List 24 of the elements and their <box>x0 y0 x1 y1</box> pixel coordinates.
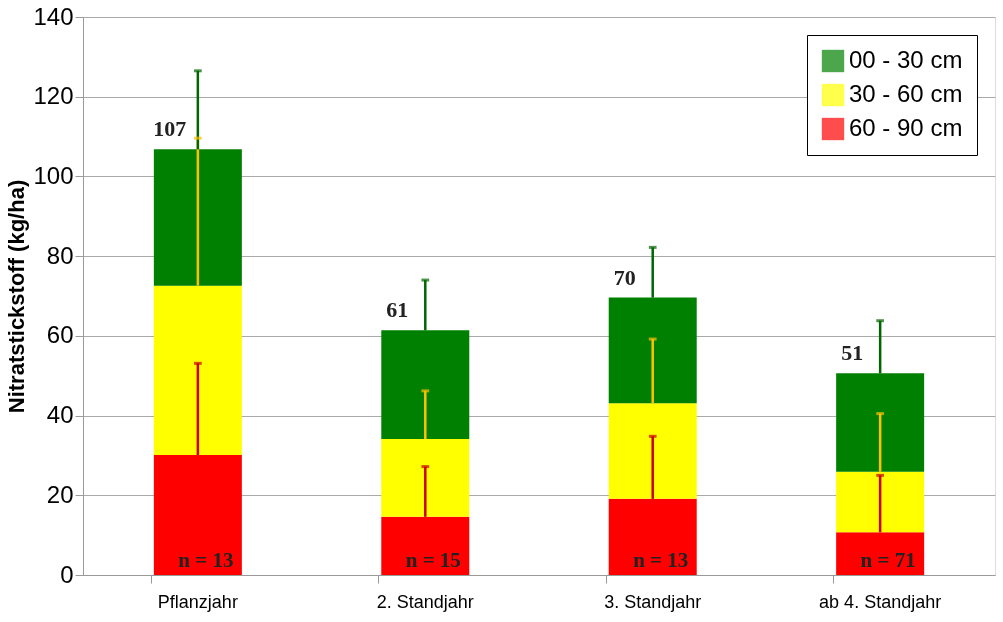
annotation: n = 15 <box>405 548 461 572</box>
annotation: n = 13 <box>633 548 689 572</box>
x-tick-label: 2. Standjahr <box>376 591 474 612</box>
legend-label: 00 - 30 cm <box>849 46 963 73</box>
y-tick-label: 20 <box>46 480 74 508</box>
y-axis-title: Nitratstickstoff (kg/ha) <box>4 179 30 414</box>
y-tick-label: 80 <box>46 241 74 269</box>
y-tick-label: 100 <box>33 161 74 189</box>
x-tick-label: ab 4. Standjahr <box>819 591 942 612</box>
total-label: 70 <box>613 264 636 290</box>
y-tick-label: 60 <box>46 321 74 349</box>
legend-label: 60 - 90 cm <box>849 114 963 141</box>
total-label: 51 <box>841 340 864 366</box>
x-tick-label: Pflanzjahr <box>157 591 238 612</box>
legend-label: 30 - 60 cm <box>849 80 963 107</box>
y-tick-label: 0 <box>60 560 74 588</box>
total-label: 107 <box>153 116 187 142</box>
annotation: n = 71 <box>860 548 916 572</box>
total-label: 61 <box>386 297 409 323</box>
y-tick-label: 40 <box>46 401 74 429</box>
y-tick-label: 140 <box>33 2 74 30</box>
y-tick-label: 120 <box>33 82 74 110</box>
x-tick-label: 3. Standjahr <box>604 591 702 612</box>
annotation: n = 13 <box>178 548 234 572</box>
